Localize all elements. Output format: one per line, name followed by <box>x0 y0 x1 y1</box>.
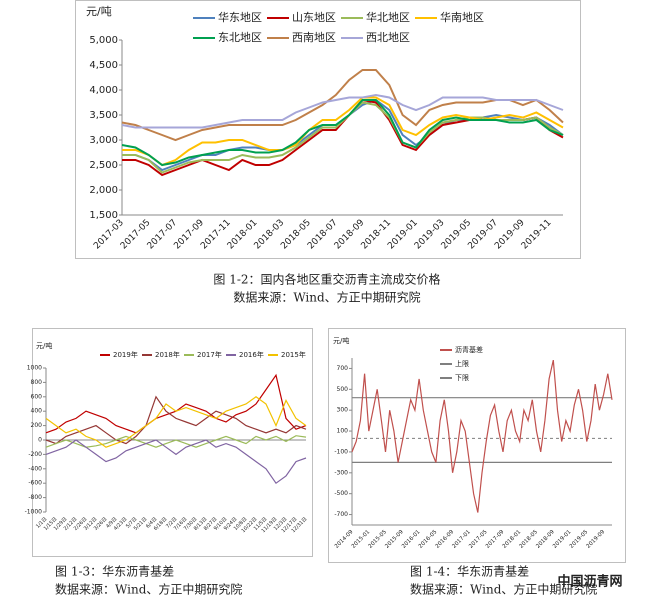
legend-label: 2019年 <box>113 350 138 359</box>
y-tick-label: -700 <box>334 511 348 518</box>
y-tick-label: 700 <box>337 365 349 372</box>
legend-label: 2015年 <box>281 350 306 359</box>
y-tick-label: 300 <box>337 407 349 414</box>
legend-label: 西南地区 <box>292 31 336 44</box>
y-tick-label: -1000 <box>25 509 43 516</box>
source: 数据来源：Wind、方正中期研究院 <box>233 290 420 305</box>
y-tick-label: -200 <box>28 451 42 458</box>
y-axis-label: 元/吨 <box>36 341 52 350</box>
series-line <box>45 395 307 445</box>
series-line <box>45 435 307 448</box>
watermark: 中国沥青网 <box>557 574 622 590</box>
series-line <box>45 439 307 485</box>
legend-label: 华东地区 <box>218 10 262 24</box>
y-tick-label: -600 <box>28 480 42 487</box>
y-tick-label: -100 <box>334 448 348 455</box>
series-line <box>121 93 564 129</box>
y-tick-label: 3,000 <box>89 135 118 146</box>
legend-label: 西北地区 <box>366 31 410 44</box>
legend-label: 2018年 <box>155 350 180 359</box>
y-tick-label: 400 <box>31 408 43 415</box>
y-tick-label: -400 <box>28 465 42 472</box>
legend-label: 东北地区 <box>218 31 262 44</box>
series-line <box>351 359 613 513</box>
series-line <box>45 396 307 448</box>
legend-label: 下限 <box>455 373 469 382</box>
source: 数据来源：Wind、方正中期研究院 <box>55 582 242 597</box>
legend-label: 山东地区 <box>292 11 336 24</box>
legend-label: 2016年 <box>239 350 264 359</box>
chart-frame <box>328 328 626 563</box>
series-line <box>121 99 564 167</box>
series-line <box>122 96 564 167</box>
caption: 图 1-3：华东沥青基差 <box>55 565 174 579</box>
series-line <box>121 69 564 142</box>
y-axis-label: 元/吨 <box>86 5 112 18</box>
y-tick-label: 2,500 <box>89 160 118 171</box>
y-tick-label: 1,500 <box>89 210 118 221</box>
legend-label: 2017年 <box>197 350 222 359</box>
y-tick-label: 800 <box>31 379 43 386</box>
caption: 图 1-2：国内各地区重交沥青主流成交价格 <box>213 272 440 287</box>
y-tick-label: 100 <box>337 428 349 435</box>
y-tick-label: 0 <box>38 437 42 444</box>
legend-label: 华南地区 <box>440 10 484 24</box>
y-tick-label: 2,000 <box>89 185 118 196</box>
caption: 图 1-4：华东沥青基差 <box>410 565 529 579</box>
y-tick-label: 500 <box>337 386 349 393</box>
y-tick-label: -500 <box>334 490 348 497</box>
y-tick-label: 200 <box>31 422 43 429</box>
y-tick-label: 3,500 <box>89 110 118 121</box>
legend-label: 华北地区 <box>366 10 410 24</box>
y-tick-label: 1000 <box>27 365 42 372</box>
source: 数据来源：Wind、方正中期研究院 <box>410 582 597 597</box>
y-tick-label: 600 <box>31 393 43 400</box>
y-tick-label: -800 <box>28 494 42 501</box>
legend-label: 上限 <box>455 359 469 368</box>
y-tick-label: 5,000 <box>89 35 118 46</box>
y-tick-label: -300 <box>334 469 348 476</box>
y-tick-label: 4,000 <box>89 85 118 96</box>
legend-label: 沥青基差 <box>455 345 483 354</box>
y-tick-label: 4,500 <box>89 60 118 71</box>
y-axis-label: 元/吨 <box>333 336 349 345</box>
